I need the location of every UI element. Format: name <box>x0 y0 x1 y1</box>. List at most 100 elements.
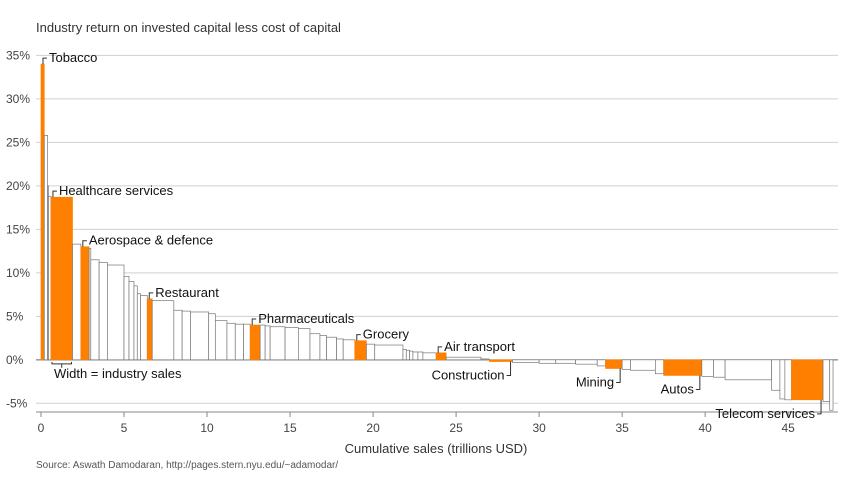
industry-bar <box>374 344 404 361</box>
industry-bar <box>409 350 414 361</box>
industry-label: Healthcare services <box>59 183 174 198</box>
industry-bar <box>259 324 266 361</box>
label-leader-line <box>437 346 443 353</box>
industry-bar <box>190 311 210 361</box>
chart-source: Source: Aswath Damodaran, http://pages.s… <box>36 460 339 471</box>
industry-bar <box>72 243 82 361</box>
industry-label: Telecom services <box>715 406 815 421</box>
industry-bar <box>284 327 299 361</box>
label-leader-line <box>356 334 361 341</box>
width-note: Width = industry sales <box>54 366 182 381</box>
x-tick-label: 25 <box>449 421 463 435</box>
industry-bar <box>133 285 138 361</box>
industry-bar <box>214 320 228 361</box>
industry-bar <box>402 349 407 361</box>
industry-bar <box>264 325 271 361</box>
x-tick-label: 15 <box>283 421 297 435</box>
industry-label: Tobacco <box>49 50 97 65</box>
label-leader-line <box>506 361 512 377</box>
industry-bar <box>43 135 48 361</box>
x-axis-title: Cumulative sales (trillions USD) <box>345 441 528 456</box>
x-tick-label: 45 <box>782 421 796 435</box>
industry-bar <box>538 359 557 364</box>
industry-bar <box>445 356 482 361</box>
x-tick-label: 10 <box>200 421 214 435</box>
highlighted-industry-bar <box>791 359 824 401</box>
y-tick-label: 35% <box>6 48 30 62</box>
industry-bar <box>412 351 419 361</box>
highlighted-industry-bar <box>605 359 623 369</box>
industry-label: Grocery <box>363 327 410 342</box>
industry-bar <box>724 359 772 381</box>
industry-bar <box>123 275 130 361</box>
industry-bar <box>771 359 781 391</box>
industry-bar <box>309 333 321 361</box>
industry-bar <box>234 323 244 361</box>
label-leader-line <box>251 318 257 326</box>
industry-label: Construction <box>432 368 505 383</box>
industry-bar <box>779 359 786 400</box>
industry-label: Pharmaceuticals <box>258 311 355 326</box>
industry-bar <box>128 281 135 361</box>
industry-bar <box>405 349 410 361</box>
industry-bar <box>784 359 792 401</box>
highlighted-industry-bar <box>249 324 261 361</box>
industry-bar <box>298 328 311 361</box>
industry-bar <box>713 359 726 378</box>
highlighted-industry-bar <box>354 340 367 361</box>
label-leader-line <box>82 240 87 247</box>
industry-label: Aerospace & defence <box>89 233 213 248</box>
industry-bar <box>366 343 376 361</box>
industry-bar <box>140 295 148 361</box>
industry-bar <box>136 293 141 361</box>
industry-bar <box>342 339 356 361</box>
x-tick-label: 5 <box>121 421 128 435</box>
highlighted-industry-bar <box>489 359 513 362</box>
x-tick-label: 0 <box>38 421 45 435</box>
label-layer: Tobacco Healthcare services Aerospace & de… <box>42 50 822 421</box>
industry-bar <box>90 259 100 361</box>
industry-bar <box>701 359 714 377</box>
industry-bar <box>575 359 598 365</box>
x-tick-label: 35 <box>615 421 629 435</box>
x-tick-label: 20 <box>366 421 380 435</box>
label-leader-line <box>817 399 822 415</box>
y-tick-label: 0% <box>6 353 24 367</box>
industry-bar <box>512 359 540 363</box>
industry-bar <box>555 359 576 364</box>
industry-bar <box>422 352 437 361</box>
highlighted-industry-bar <box>435 352 447 361</box>
industry-bar <box>326 336 337 361</box>
industry-bar <box>319 335 327 361</box>
industry-bar <box>243 323 251 361</box>
label-leader-line <box>52 190 57 198</box>
industry-bar <box>822 359 831 402</box>
industry-bar <box>181 310 191 361</box>
x-tick-label: 40 <box>698 421 712 435</box>
y-tick-label: 20% <box>6 179 30 193</box>
industry-label: Mining <box>576 375 614 390</box>
industry-bar <box>226 322 236 361</box>
industry-bar <box>208 313 216 361</box>
industry-bar <box>621 359 631 370</box>
industry-bar <box>596 359 606 367</box>
highlighted-industry-bar <box>50 196 73 361</box>
y-tick-label: 15% <box>6 222 30 236</box>
y-tick-label: 25% <box>6 135 30 149</box>
label-leader-line <box>616 368 621 384</box>
label-leader-line <box>695 375 701 390</box>
highlighted-industry-bar <box>40 63 45 361</box>
highlighted-industry-bar <box>146 298 153 361</box>
industry-bar <box>630 359 656 371</box>
industry-bar <box>173 309 183 361</box>
industry-bar <box>107 264 125 361</box>
industry-bar <box>480 358 490 361</box>
highlighted-industry-bar <box>663 359 703 376</box>
industry-bar <box>98 262 108 361</box>
y-tick-label: 10% <box>6 266 30 280</box>
y-tick-label: 30% <box>6 92 30 106</box>
y-tick-label: -5% <box>6 396 28 410</box>
industry-bar <box>654 359 665 375</box>
